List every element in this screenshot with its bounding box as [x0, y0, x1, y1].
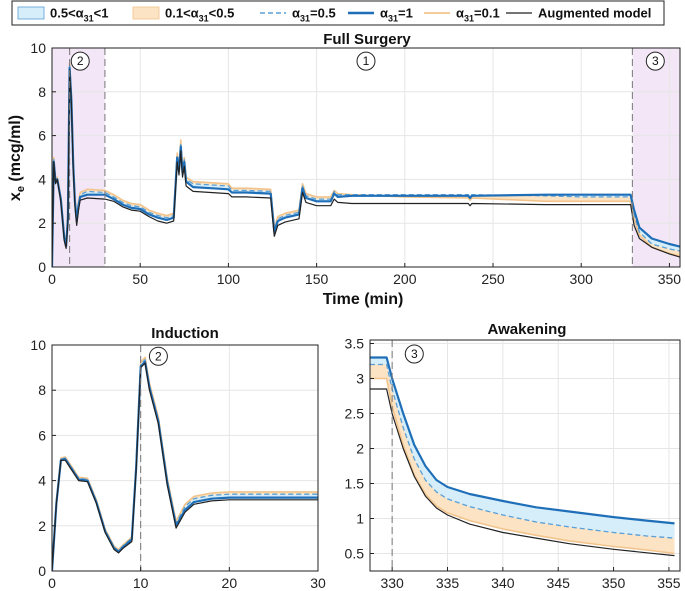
y-axis-label-full: xe (mcg/ml)	[7, 115, 27, 201]
axes-frame	[369, 339, 681, 572]
series-line-alpha-1	[370, 356, 675, 525]
phase-marker-circle	[356, 51, 376, 71]
panel-induction: 0 10 20 30 0 2 4 6 8 10 2	[30, 337, 326, 591]
legend-swatch-band-high	[17, 6, 45, 20]
x-tick-label: 300	[570, 271, 594, 287]
x-tick-label: 50	[132, 271, 148, 287]
y-tick-label: 8	[38, 382, 46, 398]
legend-label-alpha01: α31=0.1	[456, 6, 500, 24]
y-tick-label: 0.5	[345, 546, 365, 562]
plot-area	[52, 62, 680, 267]
band-alpha-0.1-0.5	[52, 63, 680, 267]
y-tick-label: 1	[356, 511, 364, 527]
x-tick-label: 355	[657, 575, 681, 591]
legend: 0.5<α31<1 0.1<α31<0.5 α31=0.5 α31=1 α31=…	[11, 0, 665, 26]
series-line-alpha-0.5	[52, 64, 680, 267]
chart-title-full-surgery: Full Surgery	[323, 31, 411, 48]
legend-box	[11, 0, 665, 26]
y-tick-label: 4	[38, 171, 46, 187]
series-line-alpha-0.1	[52, 356, 318, 571]
y-tick-label: 10	[30, 337, 46, 353]
legend-label-augmented: Augmented model	[538, 6, 651, 21]
y-tick-label: 2	[38, 518, 46, 534]
axes-frame	[51, 47, 681, 268]
panel-full-surgery: 0 50 100 150 200 250 300 350 0 2 4 6 8 10 2 1 3	[30, 40, 681, 287]
legend-label-band-high: 0.5<α31<1	[50, 6, 109, 24]
band-alpha-0.1-0.5	[370, 364, 675, 554]
x-tick-label: 200	[393, 271, 417, 287]
series-line-augmented	[52, 362, 318, 571]
plot-area	[370, 356, 675, 557]
x-tick-label: 330	[380, 575, 404, 591]
band-alpha-0.5-1	[52, 65, 680, 267]
x-tick-label: 350	[658, 271, 682, 287]
phase-marker-circle	[70, 51, 90, 71]
y-tick-label: 0	[38, 563, 46, 579]
x-tick-label: 350	[602, 575, 626, 591]
phase-marker-label: 1	[363, 54, 370, 68]
y-tick-label: 2.5	[345, 406, 365, 422]
y-tick-label: 1.5	[345, 476, 365, 492]
band-alpha-0.5-1	[52, 359, 318, 571]
series-line-augmented	[52, 69, 680, 267]
legend-label-alpha1: α31=1	[380, 6, 413, 24]
y-tick-label: 3	[356, 371, 364, 387]
x-tick-label: 150	[305, 271, 329, 287]
x-tick-label: 30	[310, 575, 326, 591]
series-line-alpha-1	[52, 360, 318, 571]
series-line-alpha-0.1	[52, 62, 680, 267]
legend-label-alpha05: α31=0.5	[292, 6, 336, 24]
chart-title-awakening: Awakening	[488, 321, 567, 338]
x-tick-label: 340	[491, 575, 515, 591]
phase-region	[52, 48, 105, 267]
legend-label-band-low: 0.1<α31<0.5	[165, 6, 234, 24]
axes-frame	[51, 344, 319, 572]
x-tick-label: 0	[48, 575, 56, 591]
y-tick-label: 6	[38, 427, 46, 443]
x-tick-label: 335	[436, 575, 460, 591]
phase-marker-label: 2	[77, 54, 84, 68]
series-line-alpha-0.5	[52, 359, 318, 571]
series-line-alpha-1	[52, 66, 680, 267]
x-axis-label-full: Time (min)	[323, 291, 404, 308]
phase-marker-label: 2	[155, 349, 162, 363]
series-line-alpha-0.5	[370, 363, 675, 539]
y-tick-label: 3.5	[345, 336, 365, 352]
series-line-alpha-0.1	[370, 377, 675, 555]
x-tick-label: 100	[217, 271, 241, 287]
x-tick-label: 345	[547, 575, 571, 591]
y-tick-label: 10	[30, 40, 46, 56]
chart-title-induction: Induction	[151, 325, 219, 342]
band-alpha-0.5-1	[370, 357, 675, 539]
x-tick-label: 250	[481, 271, 505, 287]
y-tick-label: 8	[38, 84, 46, 100]
x-tick-label: 10	[133, 575, 149, 591]
phase-marker-circle	[404, 344, 424, 364]
phase-marker-label: 3	[652, 54, 659, 68]
y-tick-label: 4	[38, 473, 46, 489]
y-tick-label: 2	[356, 441, 364, 457]
phase-marker-circle	[645, 51, 665, 71]
y-tick-label: 6	[38, 128, 46, 144]
phase-marker-circle	[148, 346, 168, 366]
panel-awakening: 330 335 340 345 350 355 0.5 1 1.5 2 2.5 3 3.5 3	[345, 336, 681, 591]
phase-marker-label: 3	[411, 347, 418, 361]
x-tick-label: 20	[222, 575, 238, 591]
legend-swatch-band-low	[132, 6, 160, 20]
y-tick-label: 0	[38, 259, 46, 275]
band-alpha-0.1-0.5	[52, 357, 318, 571]
plot-area	[52, 356, 318, 571]
series-line-augmented	[370, 388, 675, 557]
x-tick-label: 0	[48, 271, 56, 287]
y-axis-label-text: xe (mcg/ml)	[7, 115, 27, 201]
y-tick-label: 2	[38, 215, 46, 231]
